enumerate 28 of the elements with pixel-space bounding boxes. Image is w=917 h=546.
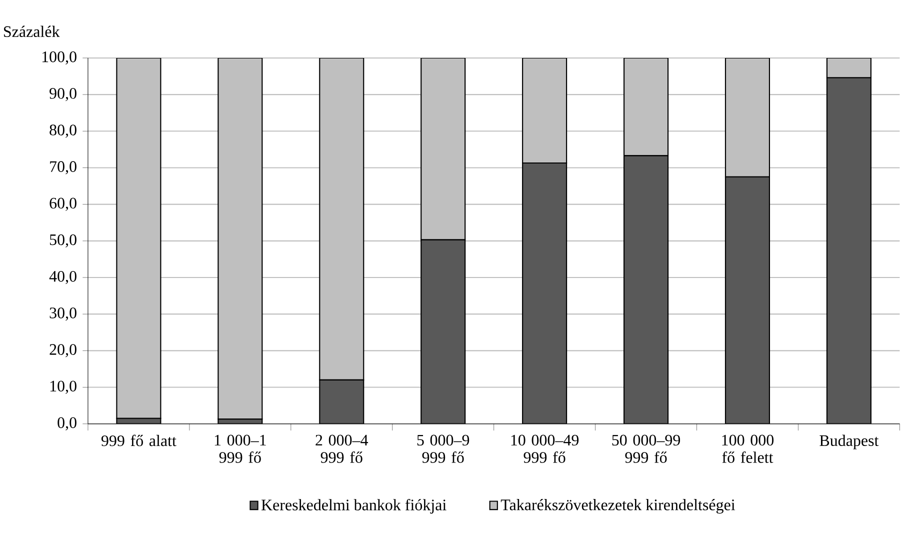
bar: [319, 379, 364, 424]
y-tick-label: 10,0: [50, 380, 76, 394]
x-tick-label: 100 000 fő felett: [722, 434, 774, 463]
y-tick-label: 60,0: [50, 198, 76, 211]
y-tick-label: 50,0: [50, 234, 76, 248]
y-tick-label: 80,0: [50, 124, 76, 138]
y-tick-label: 30,0: [50, 307, 76, 320]
x-tick-label: 5 000–9 999 fő: [417, 434, 470, 463]
y-tick-label: 70,0: [50, 160, 76, 174]
bar: [522, 162, 568, 424]
x-tick-label: 2 000–4 999 fő: [316, 434, 368, 463]
x-tick-label: 1 000–1 999 fő: [214, 434, 266, 463]
bar: [826, 76, 872, 424]
x-tick-label: Budapest: [820, 434, 879, 450]
y-tick-label: 0,0: [58, 417, 76, 430]
bar: [724, 176, 770, 424]
y-tick-label: 100,0: [42, 51, 76, 64]
y-tick-label: 20,0: [50, 344, 76, 357]
x-tick-label: 10 000–49 999 fő: [511, 434, 579, 463]
legend-label: Kereskedelmi bankok fiókjai: [261, 498, 446, 514]
x-tick-label: 50 000–99 999 fő: [612, 434, 680, 463]
y-tick-label: 40,0: [49, 270, 76, 284]
y-tick-label: 90,0: [50, 88, 76, 101]
bar: [420, 239, 466, 424]
legend-label: Takarékszövetkezetek kirendeltségei: [500, 498, 736, 514]
bar: [623, 154, 669, 424]
x-tick-label: 999 fő alatt: [101, 434, 176, 446]
y-axis-title: Százalék: [4, 26, 60, 37]
